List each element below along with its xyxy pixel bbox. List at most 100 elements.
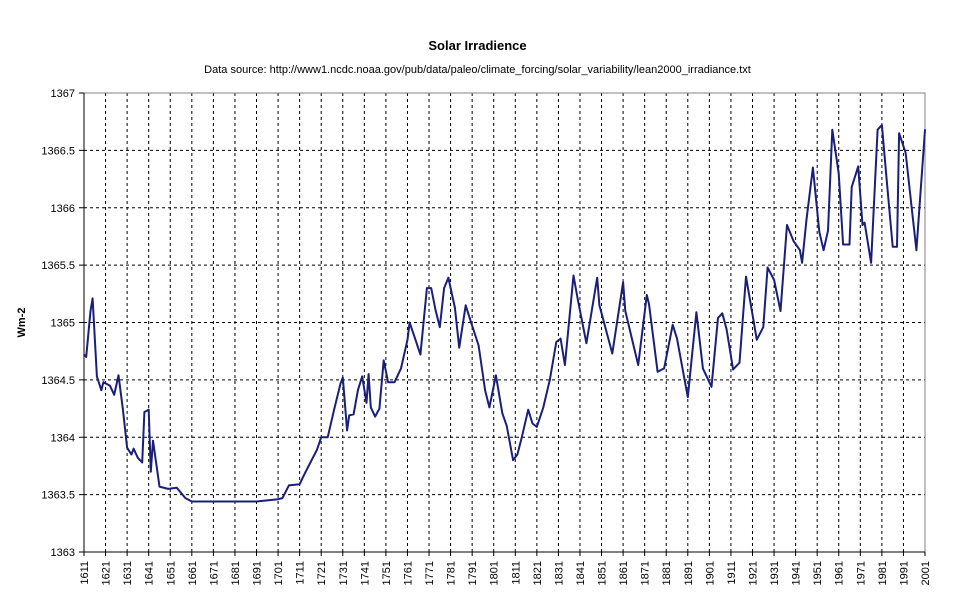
data-point	[184, 497, 187, 499]
data-point	[745, 275, 747, 278]
data-point	[799, 249, 801, 251]
data-point	[542, 406, 545, 409]
data-point	[175, 486, 178, 489]
data-point	[622, 281, 624, 284]
data-point	[102, 381, 105, 384]
data-point	[837, 172, 840, 175]
data-point	[663, 367, 665, 370]
data-point	[646, 294, 648, 296]
data-point	[370, 406, 372, 409]
data-point	[387, 381, 389, 384]
data-point	[191, 500, 193, 503]
data-point	[469, 318, 471, 320]
x-tick-label: 1881	[661, 561, 673, 585]
data-point	[352, 413, 355, 416]
x-tick-label: 1661	[187, 561, 199, 585]
x-tick-label: 1961	[834, 561, 846, 585]
data-point	[443, 287, 445, 289]
x-tick-label: 1681	[230, 561, 242, 585]
data-point	[100, 389, 103, 392]
x-tick-label: 1701	[273, 561, 285, 585]
data-point	[339, 382, 342, 385]
x-tick-label: 1671	[208, 561, 220, 585]
data-point	[374, 415, 376, 418]
data-point	[393, 381, 396, 384]
data-point	[924, 128, 926, 131]
data-point	[501, 412, 504, 415]
data-point	[676, 337, 678, 340]
data-point	[687, 396, 689, 398]
x-tick-label: 1651	[165, 561, 177, 585]
data-point	[212, 500, 215, 503]
data-point	[598, 304, 601, 307]
data-point	[850, 186, 853, 188]
data-point	[488, 406, 491, 409]
x-tick-label: 1841	[575, 561, 587, 585]
x-tick-label: 1641	[144, 561, 156, 585]
x-tick-label: 1691	[252, 561, 264, 585]
data-point	[831, 128, 834, 131]
data-point	[857, 165, 859, 168]
data-point	[85, 356, 87, 358]
data-point	[904, 151, 907, 154]
y-axis-ticks: 1363 1363.5 1364 1364.5 1365 1365.5 1366 1366.5…	[41, 88, 84, 559]
series-points	[83, 124, 926, 503]
data-point	[255, 500, 258, 503]
data-point	[316, 449, 318, 451]
data-point	[512, 459, 514, 462]
gridlines	[84, 93, 925, 552]
data-point	[439, 326, 441, 328]
x-tick-label: 1971	[855, 561, 867, 585]
x-tick-label: 1761	[402, 561, 414, 585]
data-point	[812, 166, 814, 169]
x-tick-label: 1901	[704, 561, 716, 585]
y-tick-label: 1367	[51, 88, 75, 100]
data-point	[721, 312, 724, 315]
data-point	[277, 498, 279, 501]
data-point	[147, 408, 150, 411]
x-tick-label: 1711	[295, 561, 307, 585]
data-point	[122, 407, 124, 410]
data-point	[881, 124, 883, 126]
data-point	[406, 338, 409, 341]
data-point	[756, 338, 758, 341]
x-tick-label: 1931	[769, 561, 781, 585]
data-point	[365, 402, 368, 404]
x-tick-label: 1941	[791, 561, 803, 585]
data-point	[143, 411, 146, 413]
data-point	[361, 375, 364, 378]
y-axis-label: Wm-2	[16, 308, 28, 338]
data-point	[611, 352, 614, 355]
data-point	[234, 500, 236, 503]
data-point	[357, 389, 359, 392]
data-point	[555, 341, 558, 343]
data-point	[805, 219, 808, 222]
data-point	[549, 379, 551, 381]
data-point	[158, 485, 161, 488]
data-point	[702, 367, 704, 370]
y-tick-label: 1364.5	[41, 375, 75, 387]
data-point	[141, 461, 143, 464]
data-point	[637, 364, 639, 366]
x-tick-label: 2001	[920, 561, 932, 585]
data-point	[717, 317, 719, 319]
data-point	[458, 346, 461, 349]
data-point	[320, 436, 323, 439]
data-point	[572, 274, 575, 277]
data-point	[818, 231, 821, 233]
data-point	[536, 426, 538, 428]
data-point	[126, 446, 128, 449]
data-point	[527, 408, 529, 411]
data-point	[326, 436, 329, 439]
data-point	[426, 287, 428, 289]
data-point	[870, 262, 872, 264]
data-point	[577, 298, 579, 301]
data-point	[792, 240, 795, 242]
data-point	[430, 287, 433, 289]
data-point	[495, 374, 497, 377]
x-tick-label: 1951	[812, 561, 824, 585]
data-point	[348, 414, 351, 417]
data-point	[454, 306, 456, 309]
data-point	[725, 328, 728, 331]
data-point	[842, 243, 844, 246]
